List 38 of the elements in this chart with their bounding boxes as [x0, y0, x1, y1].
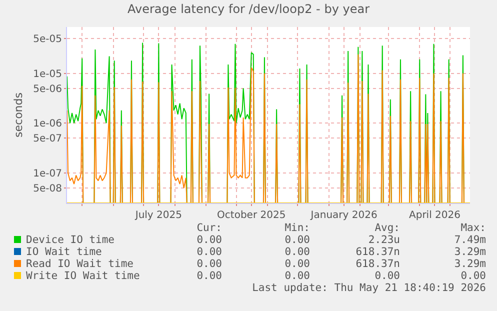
text: 0.00 [284, 258, 310, 270]
y-tick-label: 1e-05 [33, 68, 62, 80]
x-tick-label: April 2026 [409, 210, 460, 221]
x-tick-label: July 2025 [134, 210, 182, 221]
y-tick-label: 5e-06 [33, 84, 62, 95]
text: Avg: [374, 222, 400, 234]
text: 0.00 [284, 234, 310, 246]
legend-label: Device IO time [26, 234, 115, 246]
text: 0.00 [284, 270, 310, 282]
y-tick-label: 5e-08 [33, 184, 62, 194]
y-tick-label: 1e-06 [33, 118, 62, 130]
text: 0.00 [196, 270, 222, 282]
text: Max: [460, 222, 486, 234]
legend-label: Write IO Wait time [26, 270, 140, 282]
text: 3.29m [454, 258, 486, 270]
x-tick-label: January 2026 [310, 210, 378, 221]
text: 7.49m [454, 234, 486, 246]
text: 0.00 [196, 234, 222, 246]
text: 3.29m [454, 246, 486, 258]
text: 2.23u [368, 234, 400, 246]
text: 0.00 [284, 246, 310, 258]
text: Last update: Thu May 21 18:40:19 2026 [252, 282, 486, 294]
text: 0.00 [460, 270, 486, 282]
legend-label: Read IO Wait time [26, 258, 134, 270]
x-tick-label: October 2025 [217, 210, 286, 221]
legend-label: IO Wait time [26, 246, 102, 258]
y-tick-label: 5e-07 [33, 134, 62, 145]
text: Min: [284, 222, 310, 234]
text: 0.00 [196, 258, 222, 270]
y-axis-title: seconds [12, 92, 25, 138]
y-tick-label: 5e-05 [33, 34, 62, 45]
text: 0.00 [196, 246, 222, 258]
text: 618.37n [356, 246, 400, 258]
text: Cur: [196, 222, 222, 234]
chart-title: Average latency for /dev/loop2 - by year [127, 2, 370, 16]
text: 618.37n [356, 258, 400, 270]
y-tick-label: 1e-07 [33, 168, 62, 180]
text: 0.00 [374, 270, 400, 282]
